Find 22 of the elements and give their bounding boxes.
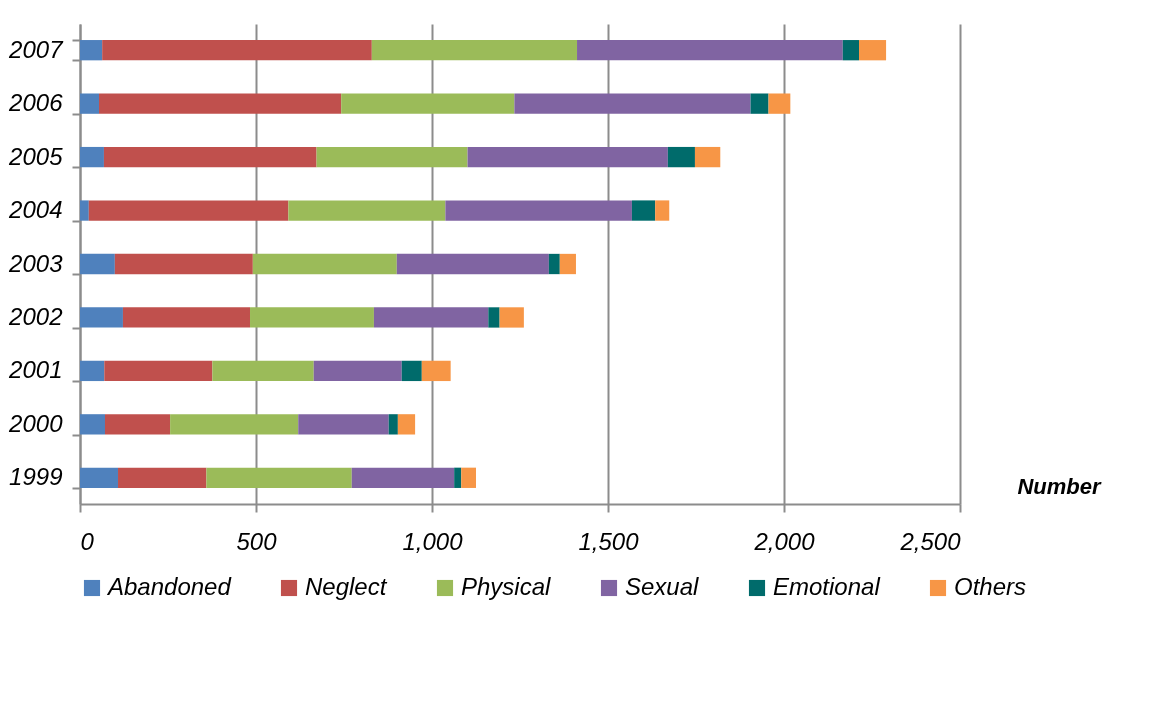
y-tick-label: 2003 [8,249,64,277]
legend-label: Physical [461,573,552,600]
legend-label: Others [954,573,1027,600]
x-tick-label: 1,500 [578,527,640,555]
y-tick-label: 2000 [8,409,64,437]
y-tick-label: 2002 [8,302,63,330]
y-tick-label: 2006 [8,89,64,117]
legend-label: Neglect [305,573,388,600]
legend-label: Sexual [625,573,700,600]
legend-label: Abandoned [106,573,232,600]
y-tick-label: 2001 [8,356,63,384]
y-tick-label: 1999 [9,463,63,491]
x-axis-title: Number [1017,473,1102,499]
y-tick-label: 2005 [8,142,64,170]
x-tick-label: 2,500 [899,527,962,555]
y-tick-label: 2004 [8,196,63,224]
x-tick-label: 1,000 [402,527,464,555]
y-tick-label: 2007 [8,35,65,63]
x-tick-label: 2,000 [753,527,816,555]
x-tick-label: 500 [236,527,278,555]
x-tick-label: 0 [80,527,95,555]
legend-label: Emotional [773,573,881,600]
